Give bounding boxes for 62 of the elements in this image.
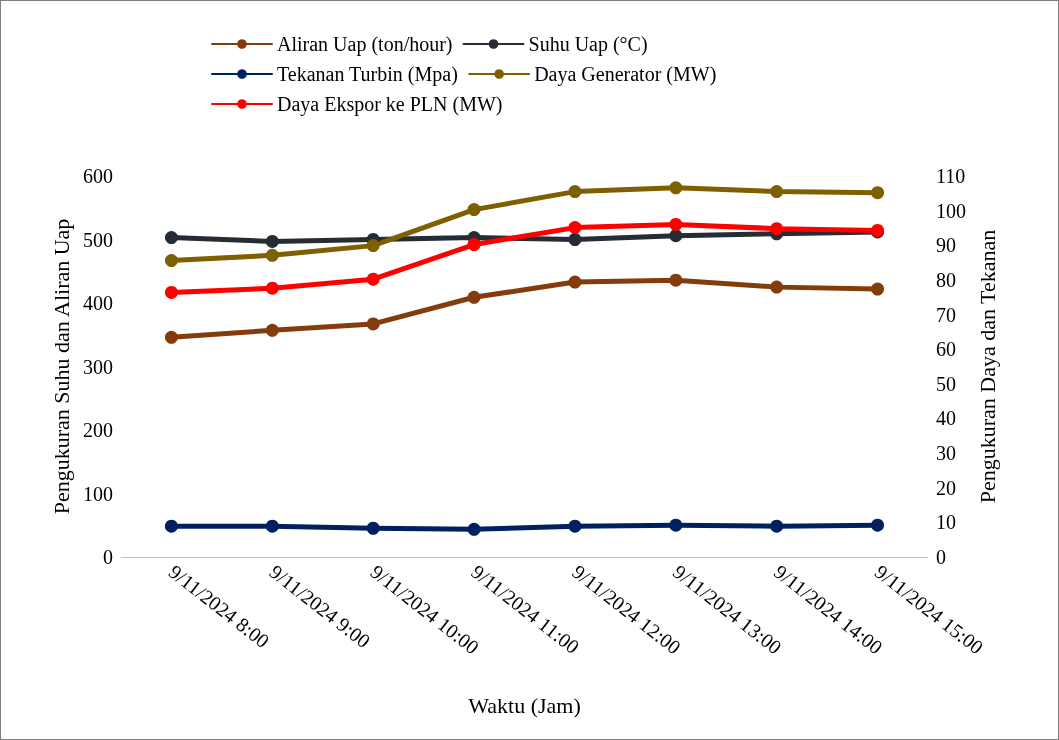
point: [265, 323, 279, 337]
y2-tick-label: 30: [936, 442, 956, 465]
y2-tick-label: 0: [936, 546, 946, 568]
point: [568, 185, 582, 199]
legend-label: Aliran Uap (ton/hour): [277, 33, 453, 56]
y-tick-label: 100: [83, 482, 113, 505]
point: [669, 181, 683, 195]
y-axis-title: Pengukuran Suhu dan Aliran Uap: [48, 218, 74, 515]
point: [568, 519, 582, 533]
point: [871, 186, 885, 200]
point: [669, 217, 683, 231]
point: [467, 203, 481, 217]
point: [265, 234, 279, 248]
point: [366, 521, 380, 535]
legend-label: Daya Generator (MW): [534, 63, 717, 86]
y2-tick-label: 90: [936, 234, 956, 257]
y2-tick-label: 40: [936, 407, 956, 430]
y2-tick-label: 10: [936, 511, 956, 534]
point: [164, 285, 178, 299]
point: [265, 519, 279, 533]
point: [467, 238, 481, 252]
point: [366, 317, 380, 331]
point: [669, 273, 683, 287]
point: [770, 185, 784, 199]
point: [366, 272, 380, 286]
point: [164, 231, 178, 245]
y2-tick-label: 20: [936, 476, 956, 499]
legend-label: Suhu Uap (°C): [528, 33, 648, 56]
y-tick-label: 600: [83, 165, 113, 187]
legend-label: Tekanan Turbin (Mpa): [277, 63, 458, 86]
legend-label: Daya Ekspor ke PLN (MW): [277, 93, 503, 116]
point: [164, 254, 178, 268]
y2-axis-title: Pengukuran Daya dan Tekanan: [975, 229, 1001, 504]
point: [265, 248, 279, 262]
y2-tick-label: 80: [936, 268, 956, 291]
y2-tick-label: 50: [936, 372, 956, 395]
y-tick-label: 500: [83, 228, 113, 251]
point: [770, 222, 784, 236]
point: [265, 281, 279, 295]
point: [467, 290, 481, 304]
point: [467, 522, 481, 536]
point: [568, 221, 582, 235]
y-tick-label: 200: [83, 419, 113, 441]
point: [366, 239, 380, 253]
x-axis-title: Waktu (Jam): [468, 692, 581, 718]
point: [568, 275, 582, 289]
point: [669, 518, 683, 532]
point: [871, 518, 885, 532]
y2-tick-label: 100: [936, 199, 966, 222]
point: [568, 233, 582, 246]
point: [770, 519, 784, 533]
point: [871, 282, 885, 296]
y2-tick-label: 60: [936, 338, 956, 361]
y-tick-label: 0: [103, 546, 113, 568]
y-tick-label: 400: [83, 292, 113, 314]
point: [770, 280, 784, 294]
point: [164, 519, 178, 533]
y2-tick-label: 70: [936, 303, 956, 326]
point: [669, 229, 683, 243]
y2-tick-label: 110: [936, 165, 966, 187]
y-tick-label: 300: [83, 355, 113, 378]
point: [164, 330, 178, 344]
